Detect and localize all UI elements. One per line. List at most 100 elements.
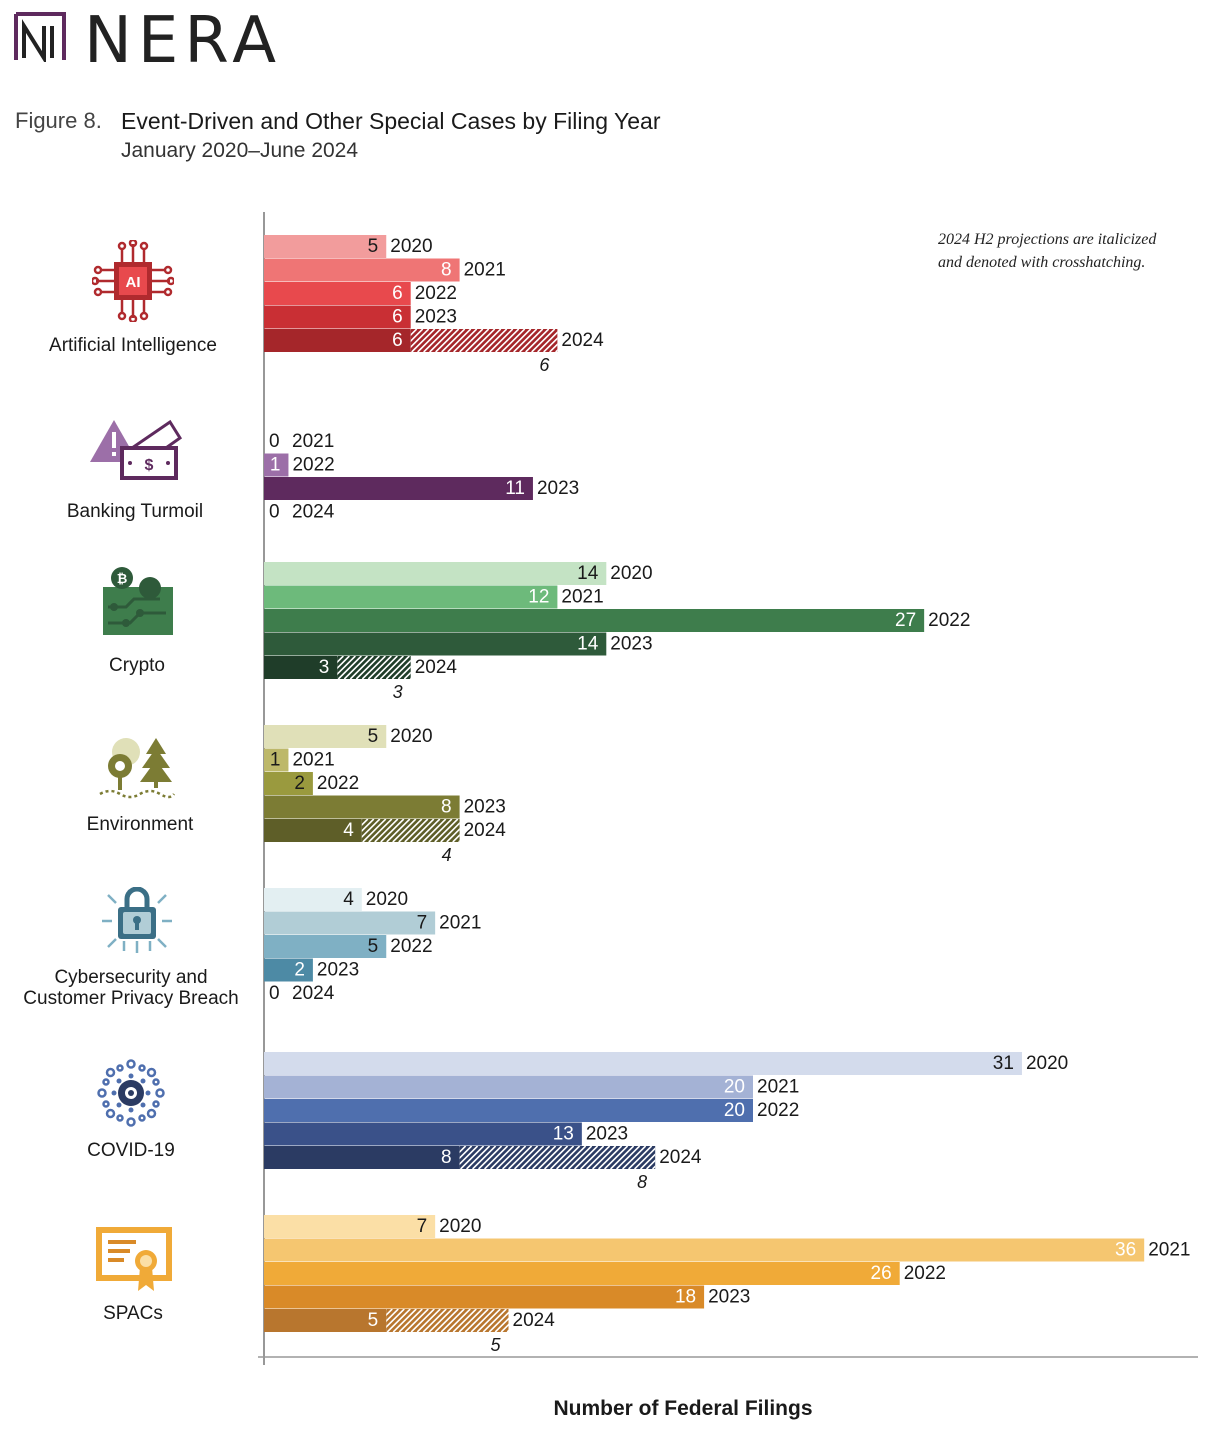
svg-text:$: $ <box>145 457 154 474</box>
year-label-bg-environment-2023 <box>461 795 514 819</box>
year-label-crypto-2022: 2022 <box>928 610 970 631</box>
year-label-bg-ai-2022 <box>412 282 465 305</box>
bar-ai-2021 <box>264 258 460 282</box>
spac-certificate-icon <box>96 1227 172 1291</box>
bar-covid-2020 <box>264 1052 1022 1075</box>
cybersecurity-lock-icon <box>102 887 172 953</box>
year-label-spacs-2020: 2020 <box>439 1216 481 1237</box>
value-label-banking-2023: 11 <box>505 478 525 499</box>
bar-crypto-2020 <box>264 562 607 585</box>
value-label-cyber-2024: 0 <box>269 983 280 1004</box>
value-label-cyber-2020: 4 <box>343 889 354 910</box>
bar-crypto-2021 <box>264 585 558 609</box>
bar-cyber-2021 <box>264 911 436 935</box>
value-label-banking-2022: 1 <box>270 455 281 476</box>
covid-virus-icon <box>97 1059 165 1127</box>
year-label-bg-crypto-2024 <box>412 656 465 679</box>
year-label-cyber-2020: 2020 <box>366 889 408 910</box>
projection-label-spacs-2024: 5 <box>490 1335 501 1355</box>
category-label-ai: Artificial Intelligence <box>49 335 217 356</box>
year-label-bg-cyber-2023 <box>314 958 367 982</box>
bar-covid-2022 <box>264 1099 753 1122</box>
projection-hatch-spacs-2024 <box>386 1309 509 1332</box>
year-label-environment-2022: 2022 <box>317 773 359 794</box>
year-label-bg-covid-2021 <box>755 1075 807 1099</box>
category-label-crypto: Crypto <box>109 655 165 676</box>
year-label-crypto-2024: 2024 <box>415 657 458 678</box>
year-label-bg-spacs-2022 <box>901 1262 954 1285</box>
bar-crypto-2024 <box>264 656 338 679</box>
year-label-bg-ai-2021 <box>461 258 514 282</box>
value-label-crypto-2020: 14 <box>577 563 599 584</box>
value-label-ai-2022: 6 <box>392 283 403 304</box>
value-label-spacs-2023: 18 <box>675 1287 696 1308</box>
ai-chip-icon: AI <box>92 240 174 322</box>
value-label-environment-2021: 1 <box>270 750 281 771</box>
bar-ai-2023 <box>264 305 411 329</box>
category-label-banking: Banking Turmoil <box>66 501 204 522</box>
projection-label-ai-2024: 6 <box>539 355 550 375</box>
year-label-spacs-2022: 2022 <box>904 1263 946 1284</box>
year-label-spacs-2024: 2024 <box>513 1310 556 1331</box>
figure-subtitle: January 2020–June 2024 <box>121 139 359 162</box>
brand-name: NERA <box>84 4 282 78</box>
nera-logo-icon <box>14 12 66 62</box>
bar-spacs-2021 <box>264 1238 1145 1262</box>
svg-text:AI: AI <box>126 274 141 291</box>
environment-tree-icon <box>99 738 176 799</box>
year-label-crypto-2021: 2021 <box>561 587 603 608</box>
year-label-bg-environment-2021 <box>290 748 343 772</box>
category-label-cybersecurity: Cybersecurity and Customer Privacy Breac… <box>6 967 256 1009</box>
value-label-crypto-2022: 27 <box>895 610 916 631</box>
category-label-cybersecurity-line-1: Cybersecurity and <box>54 967 208 988</box>
value-label-covid-2022: 20 <box>724 1100 745 1121</box>
year-label-bg-covid-2024 <box>657 1146 710 1169</box>
year-label-covid-2020: 2020 <box>1026 1053 1068 1074</box>
year-label-environment-2021: 2021 <box>292 750 334 771</box>
year-label-bg-environment-2024 <box>461 819 514 842</box>
category-label-spacs: SPACs <box>103 1303 163 1324</box>
year-label-cyber-2022: 2022 <box>390 936 432 957</box>
bar-banking-2023 <box>264 477 533 500</box>
projection-hatch-covid-2024 <box>459 1146 656 1169</box>
year-label-bg-ai-2020 <box>388 235 441 258</box>
projection-note-line-2: and denoted with crosshatching. <box>938 254 1146 271</box>
figure-label: Figure 8. <box>15 108 102 133</box>
value-label-environment-2022: 2 <box>294 773 305 794</box>
year-label-bg-ai-2024 <box>559 329 612 352</box>
year-label-ai-2020: 2020 <box>390 236 432 257</box>
year-label-bg-spacs-2020 <box>437 1215 490 1238</box>
bar-environment-2020 <box>264 725 387 748</box>
projection-note-line-1: 2024 H2 projections are italicized <box>938 231 1157 248</box>
crypto-circuit-icon: ₿ <box>103 567 173 635</box>
year-label-ai-2023: 2023 <box>415 307 457 328</box>
projection-note: 2024 H2 projections are italicized and d… <box>938 228 1208 274</box>
value-label-crypto-2021: 12 <box>528 587 549 608</box>
value-label-covid-2021: 20 <box>724 1077 745 1098</box>
value-label-cyber-2023: 2 <box>294 960 305 981</box>
bar-spacs-2023 <box>264 1285 705 1309</box>
year-label-bg-crypto-2022 <box>926 609 979 632</box>
year-label-spacs-2023: 2023 <box>708 1287 750 1308</box>
year-label-bg-spacs-2024 <box>510 1309 563 1332</box>
year-label-covid-2024: 2024 <box>659 1147 702 1168</box>
bar-covid-2024 <box>264 1146 460 1169</box>
bar-environment-2024 <box>264 819 362 842</box>
value-label-covid-2023: 13 <box>553 1124 574 1145</box>
value-label-cyber-2021: 7 <box>417 913 428 934</box>
year-label-cyber-2024: 2024 <box>292 983 335 1004</box>
value-label-covid-2020: 31 <box>993 1053 1014 1074</box>
value-label-ai-2020: 5 <box>368 236 379 257</box>
year-label-bg-cyber-2022 <box>388 935 441 958</box>
figure-title: Event-Driven and Other Special Cases by … <box>121 108 661 134</box>
year-label-bg-environment-2022 <box>314 772 367 795</box>
bar-cyber-2022 <box>264 935 387 958</box>
projection-hatch-environment-2024 <box>361 819 460 842</box>
value-label-environment-2024: 4 <box>343 820 354 841</box>
year-label-bg-covid-2020 <box>1023 1052 1076 1075</box>
year-label-banking-2022: 2022 <box>292 455 334 476</box>
bar-ai-2024 <box>264 329 411 352</box>
year-label-ai-2021: 2021 <box>464 260 506 281</box>
year-label-bg-environment-2020 <box>388 725 441 748</box>
